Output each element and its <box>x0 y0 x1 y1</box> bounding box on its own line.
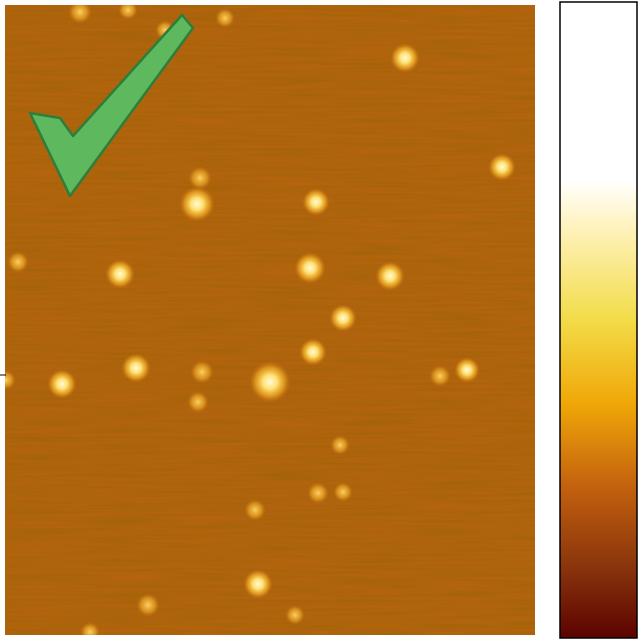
texture <box>5 5 535 635</box>
check-mark <box>28 13 195 198</box>
afm-image <box>5 5 535 635</box>
color-bar <box>559 1 638 639</box>
particles <box>5 5 516 635</box>
